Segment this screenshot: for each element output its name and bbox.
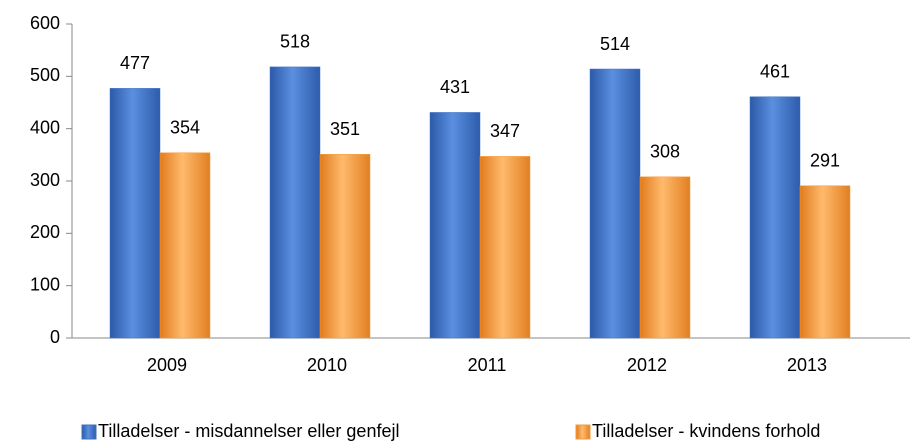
y-tick-label: 100 — [30, 274, 60, 294]
y-tick-label: 600 — [30, 13, 60, 33]
value-label: 291 — [810, 150, 840, 170]
value-label: 477 — [120, 53, 150, 73]
y-tick-label: 400 — [30, 117, 60, 137]
y-tick-label: 300 — [30, 170, 60, 190]
x-tick-label: 2011 — [468, 355, 507, 375]
bar — [479, 156, 531, 339]
value-label: 431 — [440, 77, 470, 97]
y-tick-label: 200 — [30, 222, 60, 242]
legend-label: Tilladelser - kvindens forhold — [592, 421, 820, 441]
bar — [109, 88, 161, 339]
bar — [319, 154, 371, 339]
bar — [269, 66, 321, 339]
bar — [749, 96, 801, 339]
legend-label: Tilladelser - misdannelser eller genfejl — [98, 421, 399, 441]
x-tick-label: 2009 — [147, 355, 187, 375]
bar — [429, 112, 481, 339]
value-label: 514 — [600, 34, 630, 54]
y-tick-label: 0 — [50, 327, 60, 347]
value-label: 354 — [170, 117, 200, 137]
bar — [159, 152, 211, 339]
x-tick-label: 2010 — [307, 355, 347, 375]
legend-swatch — [575, 424, 591, 440]
bar — [589, 68, 641, 339]
x-tick-label: 2013 — [787, 355, 827, 375]
value-label: 461 — [760, 61, 790, 81]
legend-swatch — [81, 424, 97, 440]
y-tick-label: 500 — [30, 65, 60, 85]
value-label: 308 — [650, 142, 680, 162]
value-label: 518 — [280, 32, 310, 52]
value-label: 351 — [330, 119, 360, 139]
bar — [799, 185, 851, 339]
x-tick-label: 2012 — [627, 355, 667, 375]
bar — [639, 176, 691, 339]
value-label: 347 — [490, 121, 520, 141]
